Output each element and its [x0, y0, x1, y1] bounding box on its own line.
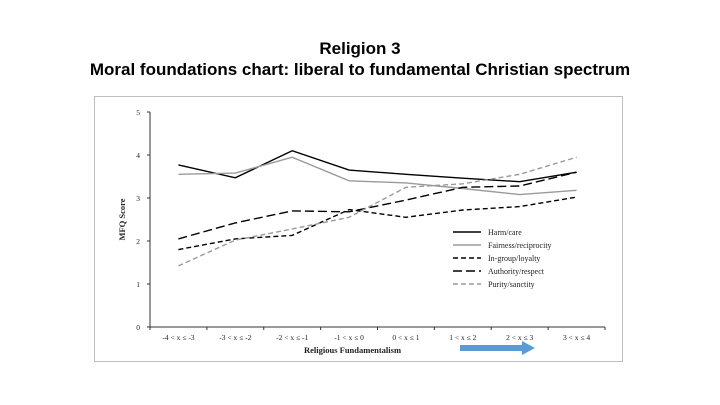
- y-tick-label: 4: [136, 151, 140, 160]
- annotation-arrow-head: [522, 341, 535, 355]
- slide-title-line1: Religion 3: [319, 39, 401, 58]
- y-tick-label: 3: [136, 194, 140, 203]
- series-line-authority-respect: [178, 171, 577, 240]
- legend-label: In-group/loyalty: [488, 254, 540, 263]
- x-tick-label: -2 < x ≤ -1: [276, 333, 308, 342]
- x-tick-label: 0 < x ≤ 1: [392, 333, 419, 342]
- series-line-fairness-reciprocity: [178, 156, 577, 196]
- x-tick-label: 2 < x ≤ 3: [506, 333, 533, 342]
- x-tick-label: 3 < x ≤ 4: [563, 333, 590, 342]
- x-tick-label: -1 < x ≤ 0: [334, 333, 364, 342]
- series-line-harm-care: [178, 149, 577, 183]
- legend-label: Fairness/reciprocity: [488, 241, 552, 250]
- slide-title-line2: Moral foundations chart: liberal to fund…: [89, 60, 631, 79]
- x-tick-label: -3 < x ≤ -2: [219, 333, 251, 342]
- legend-label: Purity/sanctity: [488, 280, 535, 289]
- y-tick-label: 0: [136, 323, 140, 332]
- y-tick-label: 2: [136, 237, 140, 246]
- line-chart: 0 1 2 3 4 5 -4 < x ≤ -3 -3 < x ≤ -2 -2 < x ≤ -1 -…: [117, 108, 606, 355]
- y-tick-label: 5: [136, 108, 140, 117]
- series-line-purity-sanctity: [178, 156, 577, 267]
- y-axis-title: MFQ Score: [117, 198, 127, 240]
- slide-title: Religion 3 Moral foundations chart: libe…: [0, 38, 720, 80]
- chart-frame: 0 1 2 3 4 5 -4 < x ≤ -3 -3 < x ≤ -2 -2 < x ≤ -1 -…: [94, 96, 623, 362]
- annotation-arrow-shaft: [460, 345, 522, 351]
- x-tick-label: 1 < x ≤ 2: [449, 333, 476, 342]
- y-tick-label: 1: [136, 280, 140, 289]
- x-axis-title: Religious Fundamentalism: [304, 345, 401, 355]
- legend-label: Authority/respect: [488, 267, 545, 276]
- legend-label: Harm/care: [488, 228, 522, 237]
- x-tick-label: -4 < x ≤ -3: [162, 333, 194, 342]
